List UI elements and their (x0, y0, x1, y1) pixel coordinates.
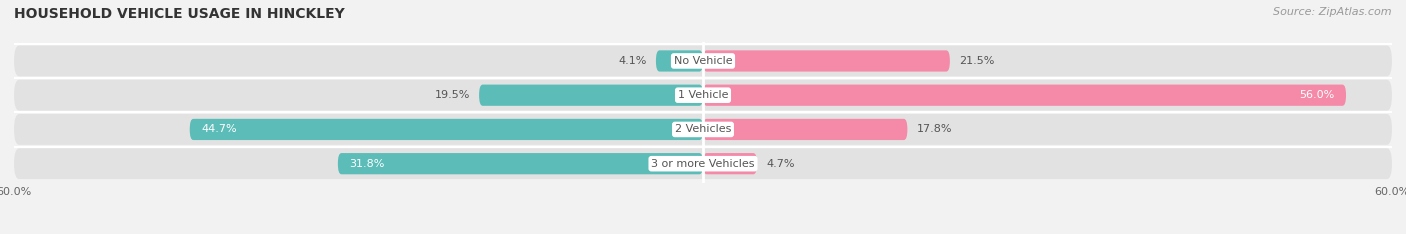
FancyBboxPatch shape (14, 46, 1392, 76)
FancyBboxPatch shape (703, 119, 907, 140)
Text: 17.8%: 17.8% (917, 124, 952, 135)
FancyBboxPatch shape (703, 84, 1346, 106)
Text: HOUSEHOLD VEHICLE USAGE IN HINCKLEY: HOUSEHOLD VEHICLE USAGE IN HINCKLEY (14, 7, 344, 21)
Text: 4.7%: 4.7% (766, 159, 794, 169)
Text: 44.7%: 44.7% (201, 124, 236, 135)
Text: No Vehicle: No Vehicle (673, 56, 733, 66)
FancyBboxPatch shape (14, 148, 1392, 179)
Text: 19.5%: 19.5% (434, 90, 470, 100)
Text: 31.8%: 31.8% (349, 159, 385, 169)
Text: 2 Vehicles: 2 Vehicles (675, 124, 731, 135)
Text: 56.0%: 56.0% (1299, 90, 1334, 100)
FancyBboxPatch shape (14, 114, 1392, 145)
Text: 21.5%: 21.5% (959, 56, 994, 66)
FancyBboxPatch shape (703, 153, 756, 174)
FancyBboxPatch shape (703, 50, 950, 72)
Text: 3 or more Vehicles: 3 or more Vehicles (651, 159, 755, 169)
FancyBboxPatch shape (657, 50, 703, 72)
FancyBboxPatch shape (479, 84, 703, 106)
Text: Source: ZipAtlas.com: Source: ZipAtlas.com (1274, 7, 1392, 17)
Text: 1 Vehicle: 1 Vehicle (678, 90, 728, 100)
FancyBboxPatch shape (337, 153, 703, 174)
FancyBboxPatch shape (190, 119, 703, 140)
Text: 4.1%: 4.1% (619, 56, 647, 66)
FancyBboxPatch shape (14, 80, 1392, 111)
